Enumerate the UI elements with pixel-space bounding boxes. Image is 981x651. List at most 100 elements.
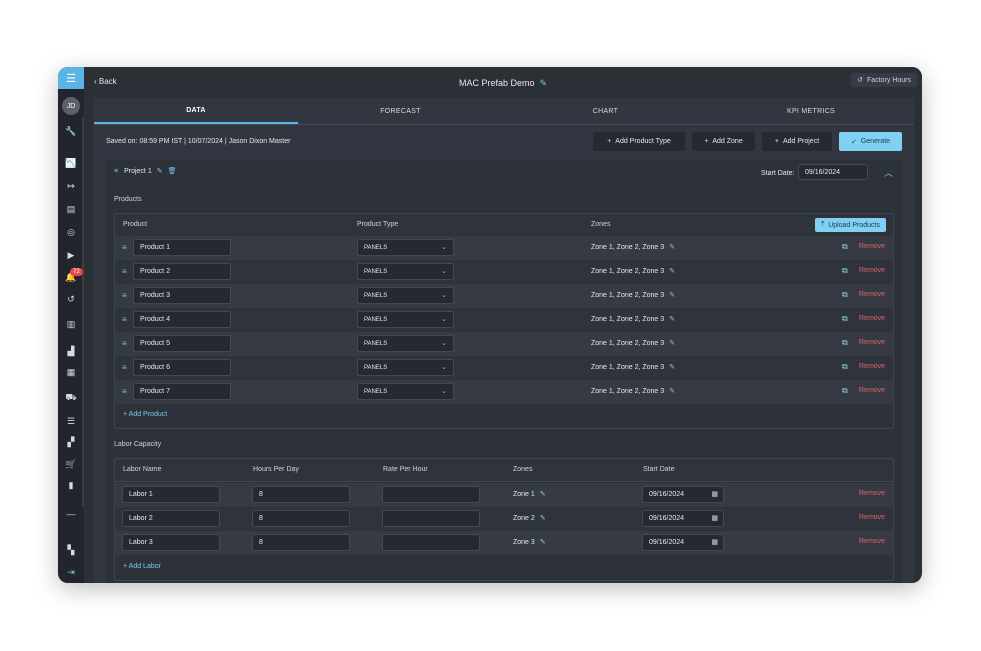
product-name-input[interactable]: Product 3 — [133, 287, 231, 304]
product-name-input[interactable]: Product 6 — [133, 359, 231, 376]
add-project-button[interactable]: + Add Project — [762, 132, 832, 151]
product-type-select[interactable]: PANELS ⌄ — [357, 287, 454, 304]
tab-forecast[interactable]: FORECAST — [380, 107, 421, 115]
play-icon[interactable]: ▶ — [67, 249, 75, 260]
calendar-icon[interactable]: ▦ — [711, 539, 718, 546]
remove-product-link[interactable]: Remove — [859, 315, 886, 322]
stats-icon[interactable]: ▮ — [68, 479, 74, 490]
edit-zone-icon[interactable]: ✎ — [539, 515, 546, 522]
labor-start-date-input[interactable]: 09/16/2024 ▦ — [642, 486, 724, 503]
drag-handle-icon[interactable]: ≡ — [122, 387, 127, 396]
copy-icon[interactable]: ⧉ — [842, 362, 848, 371]
calendar-icon[interactable]: ▦ — [711, 491, 718, 498]
add-product-link[interactable]: + Add Product — [123, 411, 167, 418]
edit-zones-icon[interactable]: ✎ — [669, 340, 676, 347]
labor-name-input[interactable]: Labor 3 — [122, 534, 220, 551]
edit-zone-icon[interactable]: ✎ — [539, 491, 546, 498]
product-name-input[interactable]: Product 4 — [133, 311, 231, 328]
remove-product-link[interactable]: Remove — [859, 267, 886, 274]
edit-zones-icon[interactable]: ✎ — [669, 244, 676, 251]
edit-zone-icon[interactable]: ✎ — [539, 539, 546, 546]
product-type-select[interactable]: PANELS ⌄ — [357, 263, 454, 280]
file-icon[interactable]: ▥ — [66, 318, 76, 329]
remove-product-link[interactable]: Remove — [859, 387, 886, 394]
edit-title-icon[interactable]: ✎ — [539, 78, 548, 88]
labor-start-date-input[interactable]: 09/16/2024 ▦ — [642, 510, 724, 527]
copy-icon[interactable]: ⧉ — [842, 290, 848, 299]
remove-labor-link[interactable]: Remove — [859, 538, 886, 545]
bell-icon[interactable]: 🔔 — [65, 271, 77, 282]
remove-product-link[interactable]: Remove — [859, 291, 886, 298]
edit-zones-icon[interactable]: ✎ — [669, 268, 676, 275]
generate-button[interactable]: ✓ Generate — [839, 132, 902, 151]
list-icon[interactable]: ☰ — [66, 415, 76, 426]
rate-per-hour-input[interactable] — [382, 534, 480, 551]
truck-icon[interactable]: ⛟ — [65, 392, 77, 402]
back-link[interactable]: ‹ Back — [94, 77, 117, 86]
arrow-right-icon[interactable]: ↦ — [67, 180, 75, 191]
edit-zones-icon[interactable]: ✎ — [669, 292, 676, 299]
copy-icon[interactable]: ⧉ — [842, 266, 848, 275]
product-type-select[interactable]: PANELS ⌄ — [357, 359, 454, 376]
add-labor-link[interactable]: + Add Labor — [123, 563, 161, 570]
edit-project-icon[interactable]: ✎ — [156, 168, 163, 175]
sidebar-scrollbar[interactable] — [82, 117, 84, 507]
hours-per-day-input[interactable]: 8 — [252, 534, 350, 551]
copy-icon[interactable]: ⧉ — [842, 386, 848, 395]
tab-data[interactable]: DATA — [94, 98, 298, 124]
labor-start-date-input[interactable]: 09/16/2024 ▦ — [642, 534, 724, 551]
calendar-icon[interactable]: ▦ — [711, 515, 718, 522]
delete-project-icon[interactable]: 🗑 — [167, 168, 177, 175]
product-name-input[interactable]: Product 5 — [133, 335, 231, 352]
drag-handle-icon[interactable]: ≡ — [114, 167, 119, 175]
minus-icon[interactable]: — — [66, 509, 76, 519]
boxes-icon[interactable]: ▞ — [67, 436, 75, 447]
copy-icon[interactable]: ⧉ — [842, 314, 848, 323]
history-icon[interactable]: ↺ — [67, 293, 75, 304]
add-zone-button[interactable]: + Add Zone — [692, 132, 755, 151]
product-name-input[interactable]: Product 7 — [133, 383, 231, 400]
copy-icon[interactable]: ⧉ — [842, 242, 848, 251]
rate-per-hour-input[interactable] — [382, 510, 480, 527]
bar-chart-icon[interactable]: ▟ — [67, 345, 75, 356]
product-name-input[interactable]: Product 1 — [133, 239, 231, 256]
drag-handle-icon[interactable]: ≡ — [122, 315, 127, 324]
labor-name-input[interactable]: Labor 2 — [122, 510, 220, 527]
app-logo-icon[interactable]: ☰ — [58, 67, 84, 89]
drag-handle-icon[interactable]: ≡ — [122, 267, 127, 276]
factory-hours-button[interactable]: ↺ Factory Hours — [851, 73, 917, 87]
remove-labor-link[interactable]: Remove — [859, 514, 886, 521]
product-name-input[interactable]: Product 2 — [133, 263, 231, 280]
tools-icon[interactable]: 🔧 — [65, 125, 77, 136]
product-type-select[interactable]: PANELS ⌄ — [357, 335, 454, 352]
collapse-chevron-icon[interactable]: ︿ — [884, 168, 894, 178]
edit-zones-icon[interactable]: ✎ — [669, 316, 676, 323]
drag-handle-icon[interactable]: ≡ — [122, 243, 127, 252]
remove-product-link[interactable]: Remove — [859, 339, 886, 346]
product-type-select[interactable]: PANELS ⌄ — [357, 239, 454, 256]
grid-icon[interactable]: ▚ — [67, 544, 75, 555]
upload-products-button[interactable]: ⤒ Upload Products — [815, 218, 886, 232]
drag-handle-icon[interactable]: ≡ — [122, 339, 127, 348]
cart-icon[interactable]: 🛒 — [65, 458, 77, 469]
hours-per-day-input[interactable]: 8 — [252, 510, 350, 527]
chart-line-icon[interactable]: 📉 — [65, 157, 77, 168]
hours-per-day-input[interactable]: 8 — [252, 486, 350, 503]
document-icon[interactable]: ▤ — [66, 203, 76, 214]
edit-zones-icon[interactable]: ✎ — [669, 388, 676, 395]
remove-labor-link[interactable]: Remove — [859, 490, 886, 497]
remove-product-link[interactable]: Remove — [859, 243, 886, 250]
project-start-date-input[interactable]: 09/16/2024 — [798, 164, 868, 180]
copy-icon[interactable]: ⧉ — [842, 338, 848, 347]
tab-kpi-metrics[interactable]: KPI METRICS — [786, 107, 836, 115]
labor-name-input[interactable]: Labor 1 — [122, 486, 220, 503]
edit-zones-icon[interactable]: ✎ — [669, 364, 676, 371]
drag-handle-icon[interactable]: ≡ — [122, 363, 127, 372]
calendar-icon[interactable]: ▦ — [66, 366, 76, 377]
logout-icon[interactable]: ⇥ — [67, 566, 75, 577]
product-type-select[interactable]: PANELS ⌄ — [357, 311, 454, 328]
avatar[interactable]: JD — [62, 97, 80, 115]
tab-chart[interactable]: CHART — [592, 107, 619, 115]
add-product-type-button[interactable]: + Add Product Type — [593, 132, 685, 151]
product-type-select[interactable]: PANELS ⌄ — [357, 383, 454, 400]
